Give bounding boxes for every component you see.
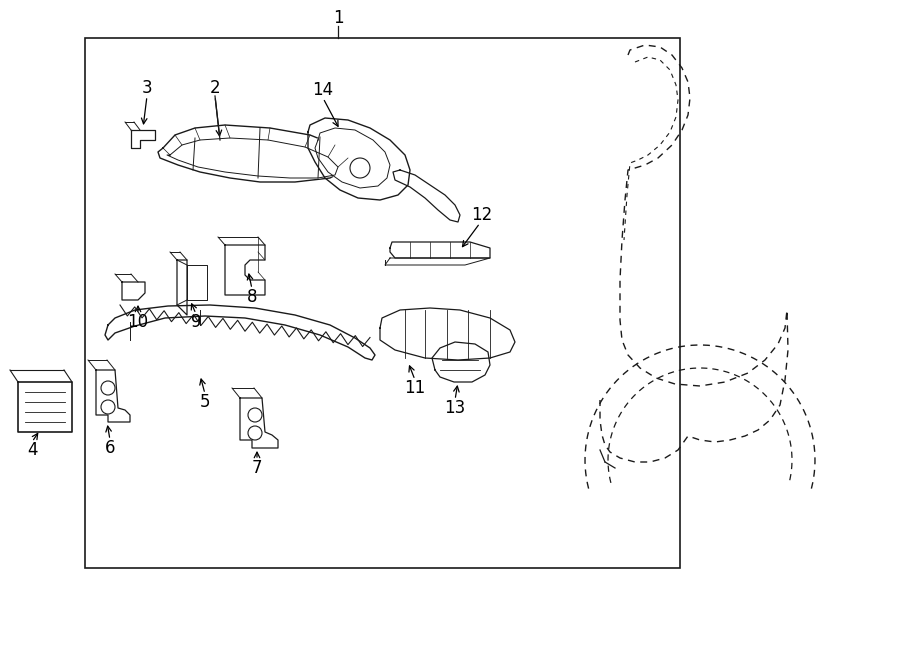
Circle shape (101, 381, 115, 395)
Bar (85, 38, 680, 568)
Text: 4: 4 (27, 441, 37, 459)
Text: 2: 2 (210, 79, 220, 97)
Polygon shape (385, 258, 490, 265)
Text: 13: 13 (445, 399, 465, 417)
Text: 14: 14 (312, 81, 334, 99)
Text: 1: 1 (333, 9, 343, 27)
Circle shape (101, 400, 115, 414)
Polygon shape (432, 342, 490, 382)
Polygon shape (393, 170, 460, 222)
Text: 8: 8 (247, 288, 257, 306)
Circle shape (350, 158, 370, 178)
Circle shape (248, 408, 262, 422)
Polygon shape (187, 265, 207, 300)
Text: 10: 10 (128, 313, 148, 331)
Text: 7: 7 (252, 459, 262, 477)
Text: 3: 3 (141, 79, 152, 97)
Polygon shape (122, 282, 145, 300)
Text: 9: 9 (191, 313, 202, 331)
Polygon shape (380, 308, 515, 360)
Polygon shape (131, 130, 155, 148)
Polygon shape (177, 260, 187, 315)
Polygon shape (167, 138, 338, 178)
Polygon shape (315, 128, 390, 188)
Polygon shape (18, 382, 72, 432)
Polygon shape (96, 370, 130, 422)
Text: 6: 6 (104, 439, 115, 457)
Polygon shape (158, 125, 348, 182)
Text: 11: 11 (404, 379, 426, 397)
Polygon shape (240, 398, 278, 448)
Polygon shape (105, 305, 375, 360)
Polygon shape (390, 242, 490, 258)
Polygon shape (308, 118, 410, 200)
Text: 5: 5 (200, 393, 211, 411)
Text: 12: 12 (472, 206, 492, 224)
Polygon shape (225, 245, 265, 295)
Circle shape (248, 426, 262, 440)
